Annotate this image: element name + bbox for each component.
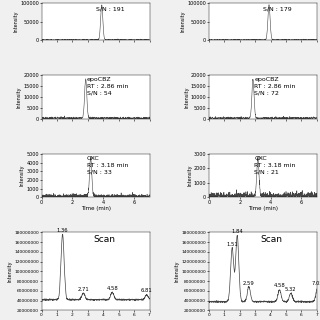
X-axis label: Time (min): Time (min) [248,206,278,211]
Text: OXC
RT : 3.18 min
S/N : 33: OXC RT : 3.18 min S/N : 33 [87,156,128,174]
Text: 2.71: 2.71 [77,287,89,292]
Text: Scan: Scan [261,235,283,244]
Y-axis label: Intensity: Intensity [181,11,186,32]
Text: OXC
RT : 3.18 min
S/N : 21: OXC RT : 3.18 min S/N : 21 [254,156,296,174]
Text: 4.58: 4.58 [274,284,285,288]
Y-axis label: Intensity: Intensity [17,86,22,108]
Text: 5.32: 5.32 [285,287,297,292]
Text: 7.05: 7.05 [312,281,320,285]
Y-axis label: Intensity: Intensity [14,11,19,32]
Text: S/N : 191: S/N : 191 [96,6,124,11]
Text: S/N : 179: S/N : 179 [263,6,292,11]
Text: 1.51: 1.51 [226,242,238,246]
Text: Scan: Scan [93,235,116,244]
Y-axis label: Intensity: Intensity [184,86,189,108]
Text: epoCBZ
RT : 2.86 min
S/N : 72: epoCBZ RT : 2.86 min S/N : 72 [254,77,296,96]
X-axis label: Time (min): Time (min) [81,206,111,211]
Text: 4.58: 4.58 [106,286,118,291]
Text: 6.81: 6.81 [141,288,152,293]
Y-axis label: Intensity: Intensity [8,261,13,282]
Text: 2.59: 2.59 [243,281,255,285]
Text: 1.36: 1.36 [57,228,68,233]
Text: epoCBZ
RT : 2.86 min
S/N : 54: epoCBZ RT : 2.86 min S/N : 54 [87,77,128,96]
Y-axis label: Intensity: Intensity [187,165,192,186]
Y-axis label: Intensity: Intensity [20,165,25,186]
Text: 1.84: 1.84 [231,229,243,234]
Y-axis label: Intensity: Intensity [175,261,180,282]
